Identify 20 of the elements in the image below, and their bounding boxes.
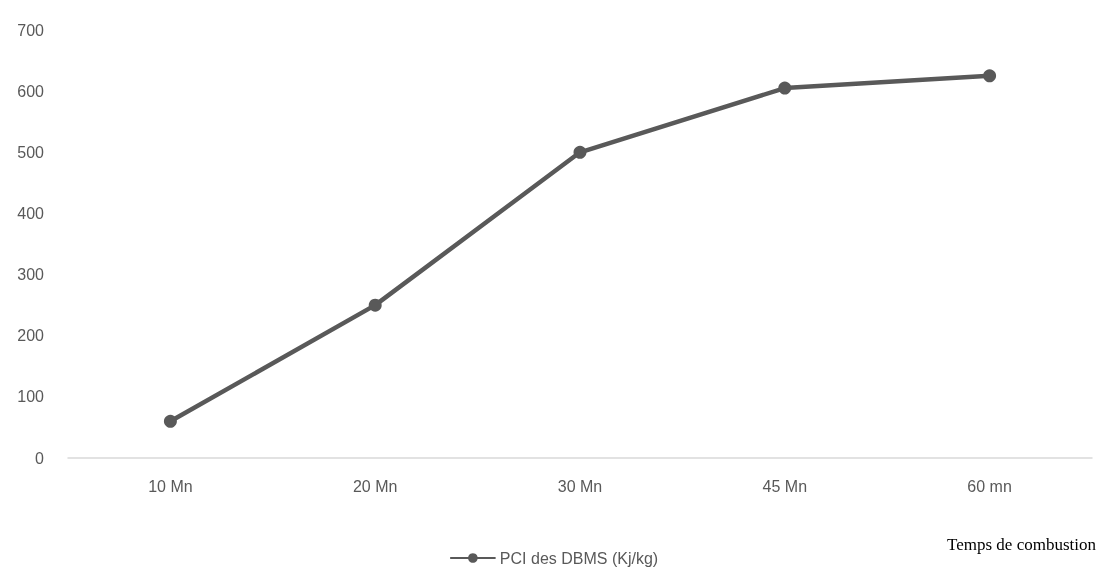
- x-tick-label: 10 Mn: [148, 477, 193, 495]
- y-tick-label: 600: [17, 82, 45, 100]
- y-tick-label: 0: [35, 449, 45, 467]
- point: [983, 69, 997, 83]
- point: [778, 81, 792, 95]
- x-axis-title: Temps de combustion: [947, 535, 1097, 554]
- y-tick-label: 300: [17, 266, 45, 284]
- y-tick-label: 400: [17, 204, 45, 222]
- y-tick-label: 700: [17, 21, 45, 39]
- point: [368, 298, 382, 312]
- x-tick-label: 60 mn: [967, 477, 1012, 495]
- y-tick-label: 500: [17, 143, 45, 161]
- x-tick-label: 20 Mn: [352, 477, 398, 495]
- point: [163, 414, 177, 428]
- x-tick-label: 45 Mn: [762, 477, 808, 495]
- x-tick-label: 30 Mn: [557, 477, 603, 495]
- legend-label: PCI des DBMS (Kj/kg): [499, 549, 659, 567]
- y-tick-label: 100: [17, 388, 45, 406]
- y-tick-label: 200: [17, 327, 45, 345]
- point: [573, 145, 587, 159]
